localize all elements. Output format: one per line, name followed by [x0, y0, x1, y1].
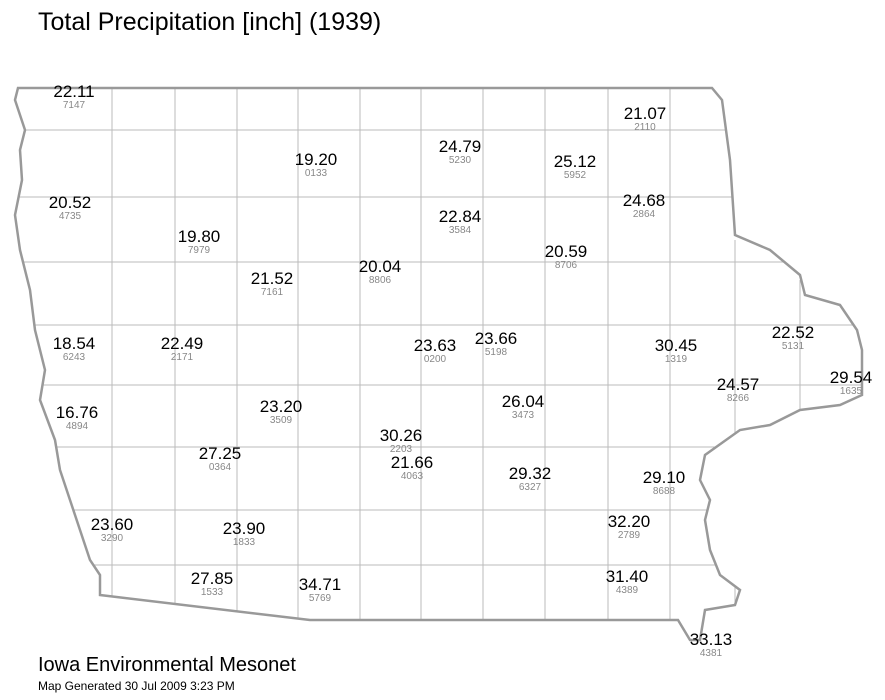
station-value: 34.71	[299, 575, 342, 594]
station-value: 30.26	[380, 426, 423, 445]
station-id: 3290	[101, 533, 124, 544]
station-id: 1833	[233, 537, 256, 548]
station-value: 33.13	[690, 630, 733, 649]
station-id: 8688	[653, 486, 676, 497]
station-id: 8706	[555, 260, 578, 271]
station-value: 22.11	[53, 82, 94, 101]
station-id: 8806	[369, 275, 392, 286]
station-value: 32.20	[608, 512, 651, 531]
station-value: 16.76	[56, 403, 99, 422]
station-value: 23.66	[475, 329, 518, 348]
station-id: 3509	[270, 415, 293, 426]
station-id: 5769	[309, 593, 332, 604]
station-value: 24.68	[623, 191, 666, 210]
station-id: 7147	[63, 100, 86, 111]
station-value: 24.57	[717, 375, 760, 394]
station-id: 4894	[66, 421, 89, 432]
station-id: 4389	[616, 585, 639, 596]
station-value: 23.20	[260, 397, 303, 416]
station-value: 30.45	[655, 336, 698, 355]
station-value: 29.54	[830, 368, 873, 387]
station-value: 21.66	[391, 453, 434, 472]
station-value: 19.80	[178, 227, 221, 246]
station-value: 21.07	[624, 104, 667, 123]
station-id: 7161	[261, 287, 284, 298]
station-id: 1319	[665, 354, 688, 365]
station-id: 1533	[201, 587, 224, 598]
station-value: 20.59	[545, 242, 588, 261]
station-id: 6243	[63, 352, 86, 363]
station-value: 22.84	[439, 207, 482, 226]
station-value: 26.04	[502, 392, 545, 411]
station-id: 2789	[618, 530, 641, 541]
station-value: 20.52	[49, 193, 92, 212]
station-id: 5131	[782, 341, 805, 352]
station-value: 29.10	[643, 468, 686, 487]
station-value: 31.40	[606, 567, 649, 586]
station-value: 20.04	[359, 257, 402, 276]
footer-generated: Map Generated 30 Jul 2009 3:23 PM	[38, 679, 235, 693]
station-id: 5230	[449, 155, 472, 166]
station-id: 4381	[700, 648, 723, 659]
station-id: 5952	[564, 170, 587, 181]
station-id: 6327	[519, 482, 542, 493]
station-id: 3584	[449, 225, 472, 236]
map-title: Total Precipitation [inch] (1939)	[38, 8, 381, 36]
station-value: 18.54	[53, 334, 96, 353]
station-id: 2110	[634, 122, 656, 133]
station-value: 22.49	[161, 334, 204, 353]
station-id: 3473	[512, 410, 535, 421]
station-id: 0200	[424, 354, 447, 365]
station-id: 0133	[305, 168, 328, 179]
station-value: 23.63	[414, 336, 457, 355]
station-id: 1635	[840, 386, 863, 397]
station-id: 5198	[485, 347, 508, 358]
station-id: 4063	[401, 471, 424, 482]
station-id: 4735	[59, 211, 82, 222]
station-value: 24.79	[439, 137, 482, 156]
station-id: 7979	[188, 245, 211, 256]
station-value: 21.52	[251, 269, 294, 288]
station-id: 8266	[727, 393, 750, 404]
station-value: 23.90	[223, 519, 266, 538]
station-id: 2864	[633, 209, 656, 220]
footer-source: Iowa Environmental Mesonet	[38, 654, 296, 676]
station-id: 2171	[171, 352, 194, 363]
station-value: 23.60	[91, 515, 134, 534]
station-id: 2203	[390, 444, 413, 455]
station-value: 25.12	[554, 152, 597, 171]
station-value: 29.32	[509, 464, 552, 483]
station-value: 27.85	[191, 569, 234, 588]
station-value: 27.25	[199, 444, 242, 463]
station-value: 22.52	[772, 323, 815, 342]
station-id: 0364	[209, 462, 232, 473]
station-value: 19.20	[295, 150, 338, 169]
